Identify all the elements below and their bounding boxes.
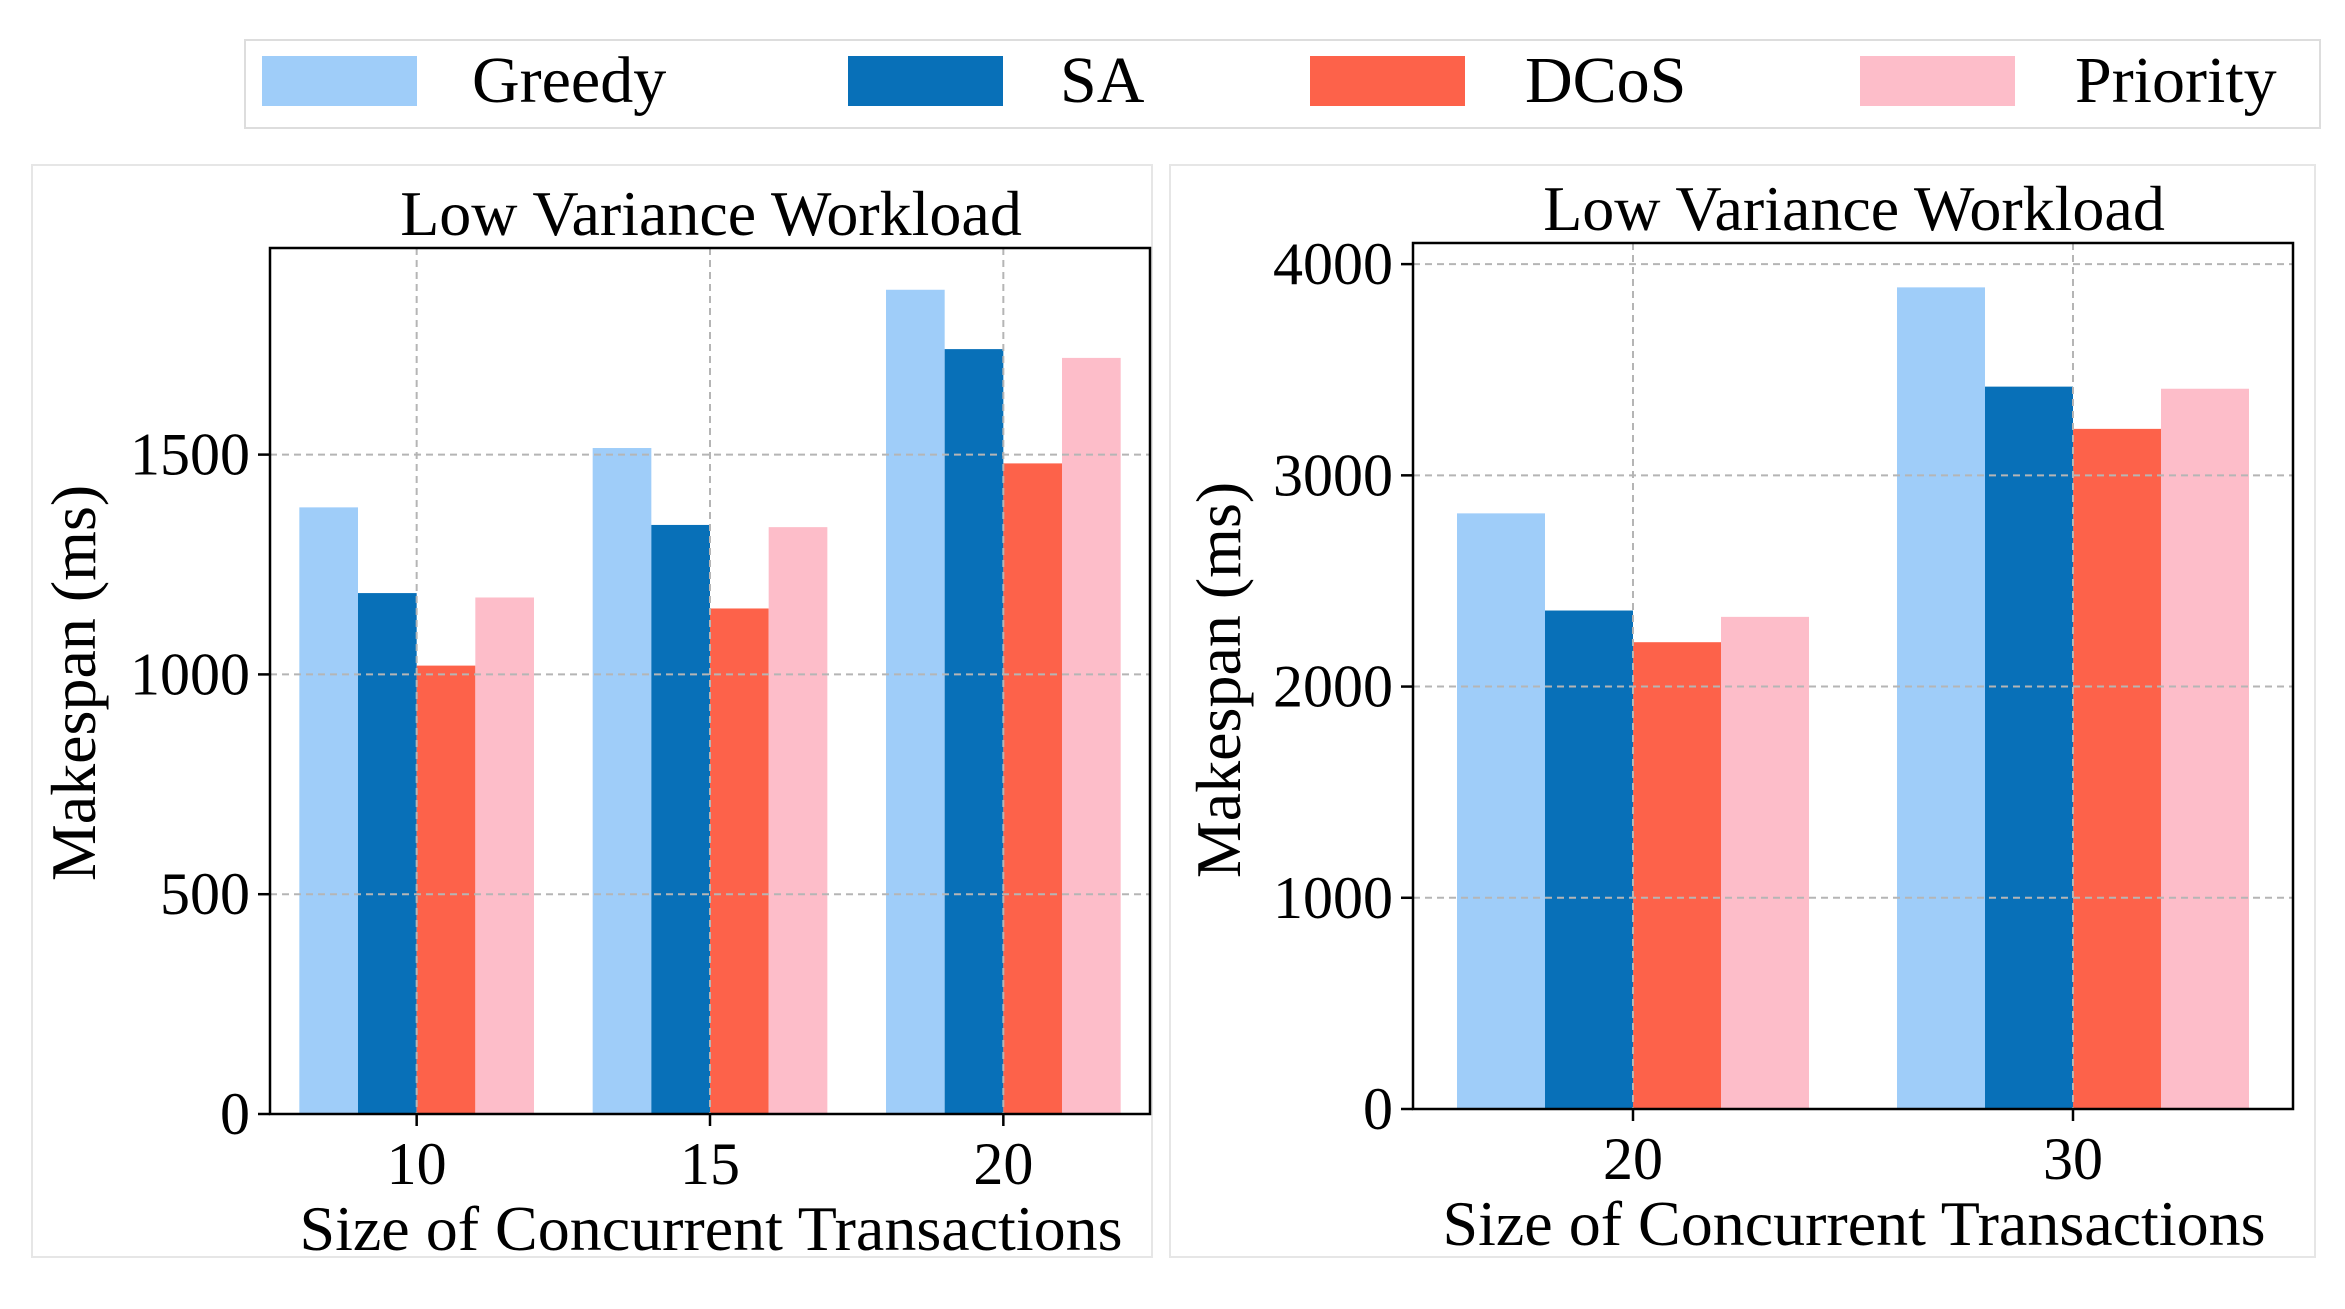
bar-dcos-10 <box>416 665 476 1114</box>
bar-sa-20 <box>944 349 1004 1114</box>
x-tick-label-20: 20 <box>1603 1126 1663 1192</box>
chart-right: Low Variance Workload Makespan (ms) Size… <box>1169 164 2316 1259</box>
y-tick-label-1000: 1000 <box>1273 865 1393 931</box>
bar-greedy-10 <box>299 507 358 1114</box>
bar-priority-20 <box>1062 357 1121 1114</box>
y-tick-label-500: 500 <box>160 861 250 927</box>
bar-sa-10 <box>358 593 417 1114</box>
bar-greedy-30 <box>1897 287 1985 1109</box>
x-tick-label-30: 30 <box>2043 1126 2103 1192</box>
y-tick-label-1500: 1500 <box>130 422 250 488</box>
chart-right-xlabel: Size of Concurrent Transactions <box>1443 1188 2266 1259</box>
chart-left-xlabel: Size of Concurrent Transactions <box>300 1193 1123 1264</box>
chart-right-plot: 0 1000 2000 3000 4000 20 30 <box>1273 231 2295 1192</box>
legend-label-dcos: DCoS <box>1525 44 1686 117</box>
bar-sa-20 <box>1545 610 1633 1109</box>
bar-sa-15 <box>651 524 710 1114</box>
bar-priority-30 <box>2161 388 2249 1109</box>
y-tick-label-1000: 1000 <box>130 641 250 707</box>
bar-priority-15 <box>768 527 828 1114</box>
chart-right-ylabel: Makespan (ms) <box>1183 482 1254 878</box>
bar-priority-10 <box>475 597 534 1114</box>
bar-greedy-20 <box>886 289 945 1114</box>
x-tick-label-10: 10 <box>387 1131 447 1197</box>
legend-swatch-priority <box>1860 56 2015 106</box>
bar-dcos-20 <box>1003 463 1062 1114</box>
bar-dcos-15 <box>710 608 769 1114</box>
bar-greedy-15 <box>592 448 652 1114</box>
legend-label-greedy: Greedy <box>472 44 666 117</box>
bar-greedy-20 <box>1457 513 1545 1109</box>
bar-dcos-20 <box>1633 642 1721 1109</box>
chart-left-title: Low Variance Workload <box>400 178 1022 249</box>
legend-swatch-greedy <box>262 56 417 106</box>
y-tick-label-0: 0 <box>1363 1076 1393 1142</box>
y-tick-label-4000: 4000 <box>1273 231 1393 297</box>
legend: Greedy SA DCoS Priority <box>244 39 2321 129</box>
chart-right-title: Low Variance Workload <box>1543 173 2165 244</box>
legend-swatch-dcos <box>1310 56 1465 106</box>
legend-label-priority: Priority <box>2075 44 2277 117</box>
chart-right-axes-frame <box>1411 241 2295 1111</box>
y-tick-label-3000: 3000 <box>1273 442 1393 508</box>
y-tick-label-2000: 2000 <box>1273 654 1393 720</box>
legend-label-sa: SA <box>1060 44 1145 117</box>
x-tick-label-20: 20 <box>973 1131 1033 1197</box>
y-tick-label-0: 0 <box>220 1081 250 1147</box>
bar-priority-20 <box>1721 616 1809 1109</box>
bar-dcos-30 <box>2073 428 2161 1109</box>
chart-left-plot: 0 500 1000 1500 10 15 20 <box>130 246 1152 1197</box>
chart-left: Low Variance Workload Makespan (ms) Size… <box>31 164 1153 1264</box>
chart-left-ylabel: Makespan (ms) <box>38 485 109 881</box>
legend-swatch-sa <box>848 56 1003 106</box>
x-tick-label-15: 15 <box>680 1131 740 1197</box>
bar-sa-30 <box>1985 386 2073 1109</box>
